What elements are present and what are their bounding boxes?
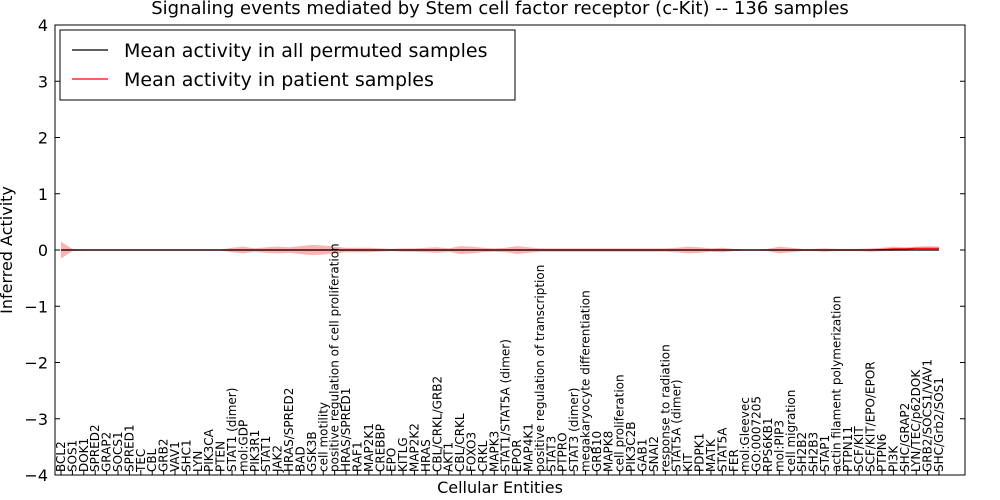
x-tick-label: cell migration [784,390,798,472]
x-tick-label: CBL [145,448,159,472]
x-tick-label: PIK3CA [202,428,216,472]
x-tick-label: PIK3C2B [624,421,638,472]
x-tick-label: STAT3 (dimer) [567,388,581,472]
x-tick-label: FER [727,449,741,472]
x-tick-label: PDPK1 [693,433,707,472]
legend-box [59,29,516,101]
x-tick-label: SOS1 [65,440,79,472]
x-tick-label: megakaryocyte differentiation [579,290,593,472]
legend: Mean activity in all permuted samples Me… [59,29,516,101]
x-tick-label: SOCS1 [111,431,125,472]
x-tick-label: KITLG [396,437,410,472]
y-axis-label: Inferred Activity [0,186,16,314]
x-tick-label: MAPK3 [487,431,501,472]
x-tick-label: VAV1 [168,441,182,472]
x-tick-label: CREBBP [373,424,387,472]
x-tick-label: PTPN6 [875,434,889,472]
x-tick-label: STAP1 [818,435,832,472]
y-tick-label: 0 [38,241,48,260]
x-tick-label: SNAI2 [647,436,661,472]
x-tick-label: cell motility [316,402,330,472]
x-tick-label: SPRED1 [122,424,136,472]
y-tick-label: 4 [38,16,48,35]
x-tick-label: PTPRO [556,432,570,472]
x-tick-label: EPO [385,448,399,472]
x-tick-label: STAT1 [259,436,273,472]
x-tick-label: RAF1 [350,441,364,472]
x-tick-label: STAT5A (dimer) [670,379,684,472]
x-tick-label: mol:Gleevec [738,397,752,472]
legend-label-permuted: Mean activity in all permuted samples [124,40,487,62]
x-tick-label: CBL/CRKL/GRB2 [430,376,444,472]
x-tick-label: EPOR [510,439,524,472]
x-tick-label: GRB10 [590,431,604,472]
x-tick-label: AKT1 [442,442,456,472]
x-tick-label: SCF/KIT [852,426,866,472]
x-tick-label: cell proliferation [613,374,627,472]
x-tick-label: TEC [134,449,148,473]
x-tick-label: JAK2 [271,445,285,473]
x-tick-label: HRAS [419,439,433,472]
x-tick-label: response to radiation [658,344,672,472]
x-tick-label: SH2B2 [795,432,809,472]
x-tick-label: GRB2/SOCS1/VAV1 [921,359,935,472]
x-tick-label: positive regulation of cell proliferatio… [328,243,342,472]
x-tick-label: GSK3B [305,431,319,472]
x-tick-label: positive regulation of transcription [533,265,547,472]
x-tick-label: PIK3R1 [248,430,262,472]
x-tick-label: mol:PIP3 [772,420,786,472]
x-tick-label: PTPN11 [841,426,855,472]
x-tick-label: FOXO3 [464,432,478,472]
x-tick-label: SPRED2 [88,424,102,472]
x-tick-label: HRAS/SPRED2 [282,388,296,472]
x-tick-label: RPS6KB1 [761,417,775,472]
x-tick-label: STAT1/STAT5A (dimer) [499,339,513,472]
x-tick-label: SCF/KIT/EPO/EPOR [864,361,878,472]
x-tick-label: MAP4K1 [522,423,536,472]
x-tick-label: STAT1 (dimer) [225,388,239,472]
chart-title: Signaling events mediated by Stem cell f… [151,0,849,19]
x-tick-label: GRAP2 [100,432,114,472]
x-tick-label: MAP2K1 [362,423,376,472]
x-tick-label: SHC1 [179,439,193,472]
x-tick-label: MAP2K2 [407,423,421,472]
x-tick-label: SHC/Grb2/SOS1 [932,377,946,472]
x-tick-label: SHC/GRAP2 [898,403,912,472]
x-tick-label: GAB1 [636,439,650,472]
legend-label-patient: Mean activity in patient samples [124,69,434,91]
x-tick-label: BAD [293,446,307,472]
x-tick-label: CRKL [476,440,490,472]
x-axis: BCL2SOS1DOK1SPRED2GRAP2SOCS1SPRED1TECCBL… [54,243,946,475]
x-tick-label: STAT3 [544,436,558,472]
x-tick-label: MATK [704,438,718,472]
y-tick-label: −3 [24,410,48,429]
x-tick-label: STAT5A [715,427,729,472]
line-layer [61,247,939,251]
y-tick-label: 3 [38,72,48,91]
x-tick-label: SH2B3 [807,432,821,472]
x-tick-label: PTEN [214,441,228,472]
x-tick-label: DOK1 [77,438,91,472]
x-tick-label: GRB2 [157,438,171,472]
x-axis-label: Cellular Entities [437,478,563,497]
x-tick-label: LYN [191,451,205,472]
y-tick-label: −2 [24,354,48,373]
x-tick-label: BCL2 [54,441,68,472]
x-tick-label: actin filament polymerization [829,296,843,472]
x-tick-label: KIT [681,453,695,472]
y-tick-label: 1 [38,185,48,204]
x-tick-label: MAPK8 [601,431,615,472]
y-tick-label: 2 [38,129,48,148]
x-tick-label: GO:0007205 [750,396,764,472]
y-tick-label: −4 [24,466,48,485]
y-axis: −4 −3 −2 −1 0 1 2 3 4 [24,16,965,485]
y-tick-label: −1 [24,297,48,316]
x-tick-label: HRAS/SPRED1 [339,388,353,472]
x-tick-label: CBL/CRKL [453,413,467,472]
x-tick-label: PI3K [886,445,900,472]
x-tick-label: LYN/TEC/p62DOK [909,369,923,472]
x-tick-label: mol:GDP [236,420,250,472]
